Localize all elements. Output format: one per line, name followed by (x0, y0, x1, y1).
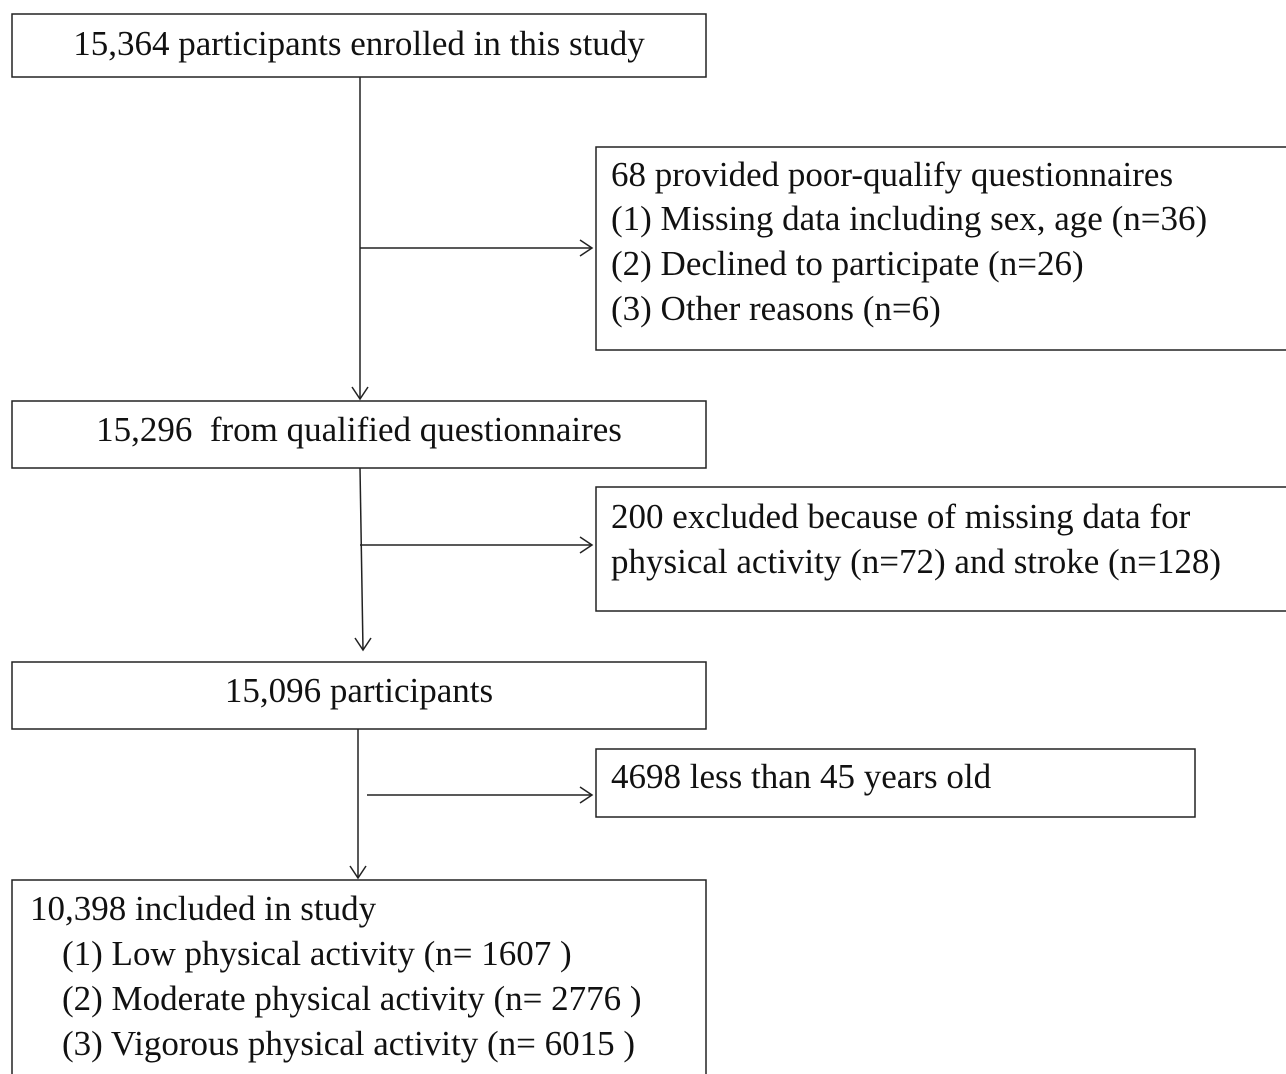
arrow-head (351, 386, 369, 401)
box (11, 13, 707, 78)
arrow-head (354, 637, 372, 652)
box-text: 10,398 included in study (30, 889, 377, 928)
box-text: (3) Other reasons (n=6) (611, 289, 941, 328)
box-text: (2) Declined to participate (n=26) (611, 244, 1084, 283)
box (11, 879, 707, 1074)
box (595, 748, 1196, 818)
box-text: (1) Missing data including sex, age (n=3… (611, 199, 1207, 238)
box-text: 15,096 participants (225, 671, 493, 710)
box-text: 4698 less than 45 years old (611, 757, 992, 796)
box-text: (3) Vigorous physical activity (n= 6015 … (62, 1024, 635, 1063)
box-text: (1) Low physical activity (n= 1607 ) (62, 934, 572, 973)
arrow-head (579, 239, 594, 257)
box-text: 68 provided poor-qualify questionnaires (611, 155, 1173, 194)
arrow-head (579, 786, 594, 804)
box-text: 200 excluded because of missing data for (611, 497, 1191, 536)
arrow-head (579, 536, 594, 554)
box (595, 486, 1286, 612)
box (595, 146, 1286, 351)
box-text: 15,296 from qualified questionnaires (96, 410, 622, 449)
box-text: (2) Moderate physical activity (n= 2776 … (62, 979, 642, 1018)
box-text: 15,364 participants enrolled in this stu… (73, 24, 645, 63)
connector (359, 467, 364, 651)
arrow-head (349, 865, 367, 880)
box (11, 400, 707, 469)
box (11, 661, 707, 730)
box-text: physical activity (n=72) and stroke (n=1… (611, 542, 1221, 581)
